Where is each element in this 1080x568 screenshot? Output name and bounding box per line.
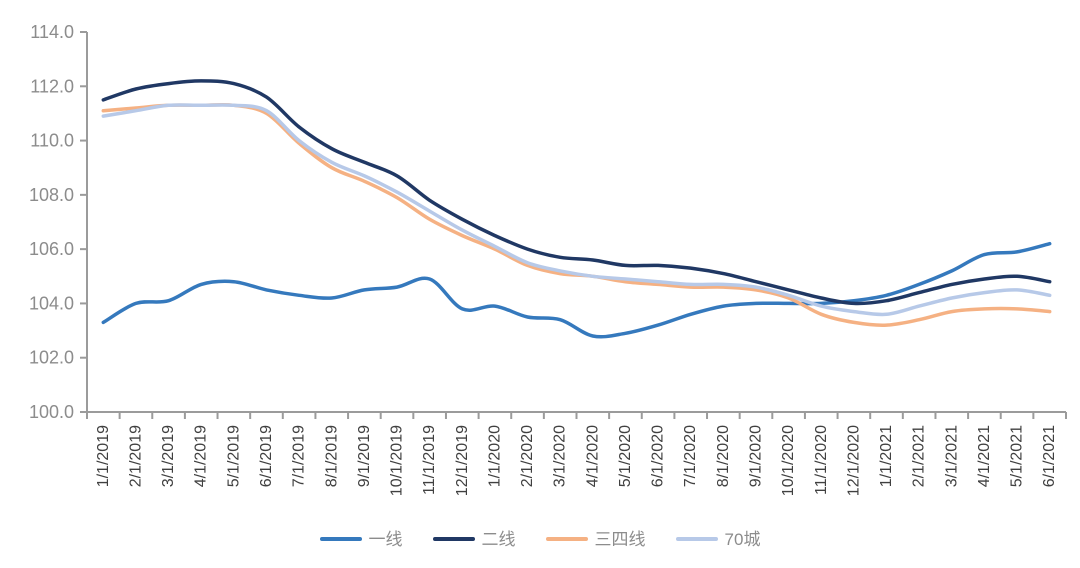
y-axis-label: 108.0 (29, 185, 74, 205)
legend-label-sansixian: 三四线 (594, 529, 646, 549)
x-axis-label: 4/1/2019 (193, 425, 210, 487)
x-axis-label: 3/1/2019 (160, 425, 177, 487)
series-line-三四线 (101, 102, 1052, 327)
x-axis-label: 5/1/2020 (617, 425, 634, 487)
x-axis-label: 2/1/2020 (519, 425, 536, 487)
legend-swatch-yixian (319, 537, 362, 541)
legend-item-sansixian: 三四线 (545, 529, 646, 549)
chart-legend: 一线 二线 三四线 70城 (0, 524, 1080, 554)
x-axis-label: 2/1/2019 (127, 425, 144, 487)
x-axis-label: 7/1/2020 (682, 425, 699, 487)
x-axis-label: 6/1/2021 (1041, 425, 1058, 487)
x-axis-label: 6/1/2020 (650, 425, 667, 487)
x-axis-label: 4/1/2020 (584, 425, 601, 487)
legend-swatch-70cheng (675, 537, 718, 541)
x-axis-label: 9/1/2019 (356, 425, 373, 487)
x-axis-label: 1/1/2020 (486, 425, 503, 487)
x-axis-label: 5/1/2021 (1009, 425, 1026, 487)
x-axis-label: 8/1/2020 (715, 425, 732, 487)
x-axis-label: 5/1/2019 (225, 425, 242, 487)
x-axis-label: 8/1/2019 (323, 425, 340, 487)
series-line-二线 (101, 79, 1052, 306)
legend-label-70cheng: 70城 (724, 529, 761, 549)
legend-item-70cheng: 70城 (675, 529, 761, 549)
x-axis-label: 1/1/2019 (95, 425, 112, 487)
y-axis-label: 112.0 (30, 76, 74, 96)
series-line-一线 (101, 241, 1052, 339)
legend-label-erxian: 二线 (481, 529, 516, 549)
x-axis-label: 10/1/2020 (780, 425, 797, 496)
y-axis-label: 102.0 (29, 348, 74, 368)
x-axis-label: 6/1/2019 (258, 425, 275, 487)
x-axis-label: 1/1/2021 (878, 425, 895, 487)
x-axis-label: 3/1/2021 (943, 425, 960, 487)
legend-item-erxian: 二线 (432, 529, 516, 549)
x-axis-label: 10/1/2019 (389, 425, 406, 496)
y-axis-label: 114.0 (30, 22, 74, 42)
x-axis-label: 3/1/2020 (552, 425, 569, 487)
legend-swatch-sansixian (545, 537, 588, 541)
y-axis-label: 100.0 (29, 402, 74, 422)
y-axis-label: 104.0 (29, 293, 74, 313)
x-axis-label: 12/1/2019 (454, 425, 471, 496)
x-axis-label: 12/1/2020 (845, 425, 862, 496)
legend-swatch-erxian (432, 537, 475, 541)
y-axis-label: 106.0 (29, 239, 74, 259)
x-axis-label: 11/1/2019 (421, 425, 438, 495)
legend-item-yixian: 一线 (319, 529, 403, 549)
legend-label-yixian: 一线 (368, 529, 403, 549)
x-axis-label: 11/1/2020 (813, 425, 830, 495)
y-axis-label: 110.0 (30, 131, 74, 151)
x-axis-label: 7/1/2019 (291, 425, 308, 487)
x-axis-label: 4/1/2021 (976, 425, 993, 487)
series-line-70城 (101, 103, 1052, 317)
x-axis-label: 9/1/2020 (747, 425, 764, 487)
x-axis-label: 2/1/2021 (911, 425, 928, 487)
